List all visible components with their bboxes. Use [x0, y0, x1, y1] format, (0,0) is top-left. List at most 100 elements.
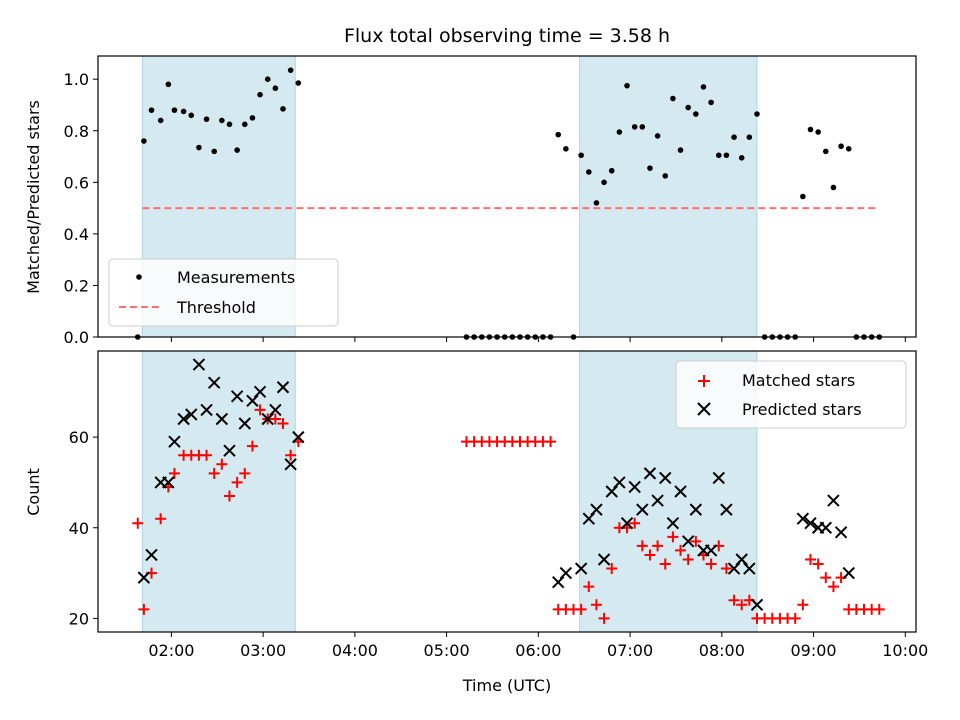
measurement-point [616, 129, 623, 135]
matched-star-point [277, 418, 289, 430]
measurement-point [219, 117, 225, 124]
legend-matched-label: Matched stars [742, 371, 855, 390]
measurement-point [257, 91, 263, 98]
matched-star-point [223, 490, 235, 502]
predicted-star-point [145, 548, 158, 562]
measurement-point [608, 167, 615, 174]
matched-star-point [155, 513, 167, 525]
predicted-star-point [819, 521, 832, 534]
x-tick-label: 03:00 [240, 641, 286, 660]
measurement-point [171, 107, 178, 113]
x-tick-label: 07:00 [607, 641, 653, 660]
predicted-star-point [192, 358, 206, 371]
measurement-point [830, 184, 837, 191]
measurement-point [578, 152, 584, 159]
predicted-star-point [613, 476, 626, 489]
predicted-star-point [559, 566, 573, 580]
measurement-point [845, 146, 852, 152]
matched-star-point [168, 467, 180, 479]
matched-star-point [132, 517, 144, 529]
top-axes-frame [97, 55, 917, 338]
measurement-point [295, 80, 302, 86]
measurement-point [677, 147, 684, 153]
predicted-star-point [628, 480, 641, 494]
measurement-point [141, 138, 147, 144]
predicted-star-point [177, 412, 190, 426]
predicted-star-point [689, 503, 703, 516]
measurement-point [287, 67, 294, 73]
legend-threshold-label: Threshold [176, 298, 256, 317]
measurement-point [593, 200, 600, 206]
matched-star-point [138, 603, 150, 615]
matched-star-point [873, 603, 885, 615]
matched-star-point [805, 553, 817, 565]
measurement-point [555, 131, 562, 138]
measurement-point [715, 152, 722, 159]
predicted-star-point [681, 535, 695, 548]
matched-star-point [827, 581, 839, 593]
matched-star-point [682, 553, 694, 565]
predicted-star-point [720, 503, 733, 516]
measurement-point [754, 111, 760, 117]
predicted-star-point [168, 435, 181, 448]
matched-star-point [652, 540, 664, 552]
matched-star-point [797, 599, 809, 611]
predicted-star-point [215, 412, 229, 426]
measurement-point [631, 124, 638, 130]
legend-predicted-label: Predicted stars [742, 400, 862, 419]
bottom-y-tick-label: 20 [69, 609, 89, 628]
matched-star-point [636, 540, 648, 552]
x-tick-label: 02:00 [148, 641, 194, 660]
measurement-point [838, 143, 844, 150]
predicted-star-point [674, 485, 687, 498]
measurement-point [241, 121, 248, 128]
predicted-star-point [712, 471, 725, 485]
legend-predicted-marker [697, 402, 711, 416]
predicted-star-point [727, 562, 741, 575]
predicted-star-point [284, 458, 297, 471]
matched-star-point [216, 458, 228, 470]
predicted-star-point [253, 385, 267, 398]
predicted-star-point [605, 485, 618, 498]
top-y-tick-label: 1.0 [64, 70, 89, 89]
predicted-star-point [735, 553, 748, 566]
matched-star-point [659, 558, 671, 570]
legend-matched-marker [698, 375, 710, 387]
matched-star-point [545, 436, 557, 448]
measurement-point [196, 144, 202, 151]
measurement-point [586, 169, 592, 175]
measurement-point [708, 99, 714, 106]
measurement-point [723, 152, 730, 159]
predicted-star-point [620, 517, 634, 530]
predicted-star-point [582, 512, 596, 525]
measurement-point [234, 147, 240, 153]
predicted-star-point [590, 503, 603, 516]
matched-star-point [201, 449, 213, 461]
x-axis-label: Time (UTC) [462, 676, 551, 695]
predicted-star-point [137, 571, 151, 584]
measurement-point [280, 106, 286, 112]
measurement-point [639, 124, 646, 130]
x-tick-label: 08:00 [699, 641, 745, 660]
predicted-star-point [207, 376, 221, 389]
measurement-point [157, 117, 164, 124]
predicted-star-point [276, 381, 290, 394]
top-shaded-interval [579, 55, 758, 338]
matched-star-point [246, 440, 258, 452]
measurement-point [700, 84, 707, 90]
matched-star-point [728, 594, 740, 606]
x-tick-label: 06:00 [515, 641, 561, 660]
matched-star-point [269, 413, 281, 425]
top-y-tick-label: 0.4 [64, 225, 89, 244]
measurement-point [563, 146, 569, 152]
matched-star-point [820, 572, 832, 584]
measurement-point [662, 173, 669, 179]
bottom-y-tick-label: 40 [69, 519, 89, 538]
predicted-star-point [162, 476, 175, 489]
matched-star-point [736, 599, 748, 611]
predicted-star-point [804, 517, 817, 530]
predicted-star-point [185, 408, 198, 421]
predicted-star-point [246, 394, 259, 408]
matched-star-point [583, 581, 595, 593]
